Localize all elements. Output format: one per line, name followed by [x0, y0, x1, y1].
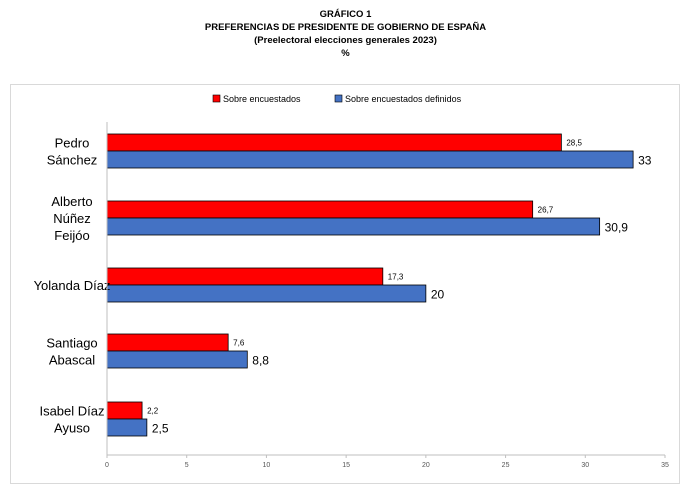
bar-1-2	[106, 284, 427, 303]
data-label-1-3: 8,8	[252, 354, 269, 368]
category-label-2-0: Yolanda Díaz	[34, 278, 111, 293]
x-tick-label-0: 0	[105, 462, 109, 469]
bar-0-0	[106, 133, 562, 152]
chart-subtitle-1: PREFERENCIAS DE PRESIDENTE DE GOBIERNO D…	[204, 22, 487, 33]
category-label-1-1: Núñez	[53, 211, 91, 226]
x-tick-label-5: 25	[502, 462, 510, 469]
data-label-1-4: 2,5	[152, 422, 169, 436]
chart-frame	[10, 84, 680, 484]
category-label-1-0: Alberto	[51, 194, 92, 209]
chart-subtitle-3: %	[341, 48, 350, 59]
x-tick-label-2: 10	[263, 462, 271, 469]
x-tick-label-1: 5	[185, 462, 189, 469]
bar-1-0	[106, 150, 634, 169]
data-label-0-3: 7,6	[233, 339, 245, 348]
x-tick-label-3: 15	[342, 462, 350, 469]
category-label-1-2: Feijóo	[54, 228, 89, 243]
bar-0-2	[106, 267, 384, 286]
data-label-1-2: 20	[431, 288, 445, 302]
chart-titles: GRÁFICO 1 PREFERENCIAS DE PRESIDENTE DE …	[0, 8, 691, 60]
bar-0-1	[106, 200, 534, 219]
data-label-1-0: 33	[638, 154, 652, 168]
x-tick-label-4: 20	[422, 462, 430, 469]
chart-title: GRÁFICO 1	[319, 9, 372, 20]
bar-1-3	[106, 350, 248, 369]
bar-1-1	[106, 217, 601, 236]
bar-0-4	[106, 401, 143, 420]
x-tick-label-6: 30	[581, 462, 589, 469]
chart-subtitle-2: (Preelectoral elecciones generales 2023)	[254, 35, 437, 46]
data-label-0-0: 28,5	[566, 139, 582, 148]
legend-label-0: Sobre encuestados	[223, 94, 301, 104]
legend-swatch-1	[334, 94, 343, 103]
bar-0-3	[106, 333, 229, 352]
category-label-0-0: Pedro	[55, 136, 90, 151]
category-label-3-1: Abascal	[49, 353, 95, 368]
x-tick-label-7: 35	[661, 462, 669, 469]
data-label-1-1: 30,9	[605, 221, 629, 235]
category-label-4-0: Isabel Díaz	[39, 404, 104, 419]
data-label-0-1: 26,7	[538, 206, 554, 215]
bar-1-4	[106, 418, 148, 437]
data-label-0-4: 2,2	[147, 407, 159, 416]
legend-swatch-0	[212, 94, 221, 103]
category-label-0-1: Sánchez	[47, 153, 98, 168]
data-label-0-2: 17,3	[388, 273, 404, 282]
legend-label-1: Sobre encuestados definidos	[345, 94, 462, 104]
category-label-3-0: Santiago	[46, 336, 97, 351]
category-label-4-1: Ayuso	[54, 421, 90, 436]
